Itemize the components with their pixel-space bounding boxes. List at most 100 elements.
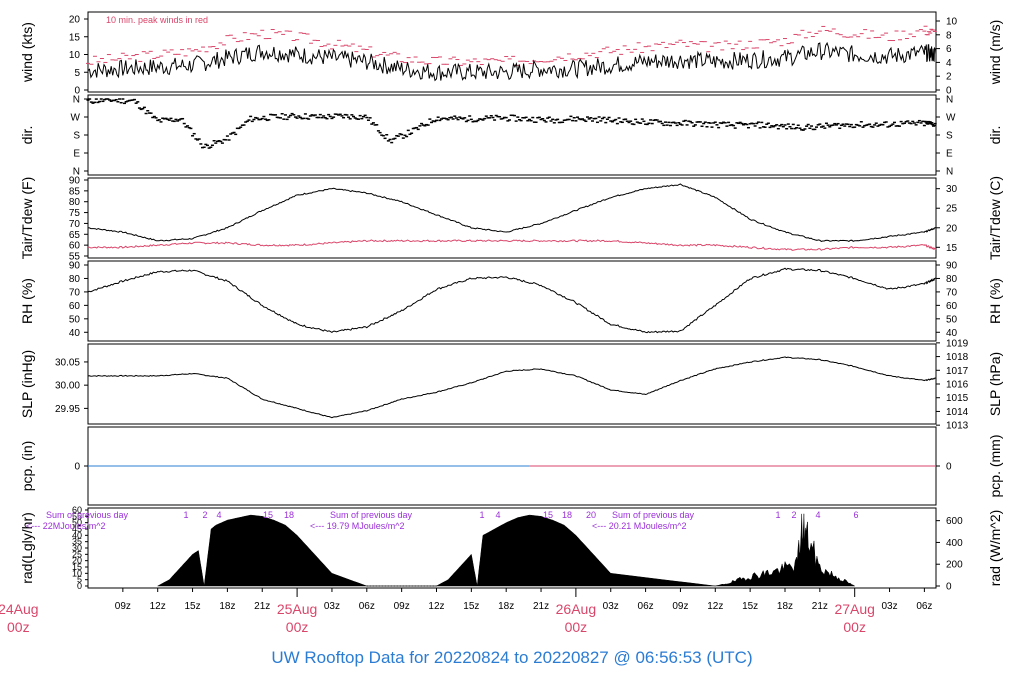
y-tick-label-left-2: 90 [69, 176, 81, 187]
y-axis-label-left-5: pcp. (in) [19, 441, 35, 492]
x-day-label: 24Aug [0, 601, 39, 617]
y-tick-label-right-6: 200 [946, 560, 963, 571]
y-tick-label-left-6: 55 [72, 511, 82, 521]
y-tick-label-left-0: 15 [69, 32, 81, 43]
y-tick-label-right-4: 1019 [946, 338, 969, 349]
y-axis-label-left-1: dir. [19, 126, 35, 145]
hour-marker-label: 2 [202, 510, 207, 520]
y-tick-label-left-3: 70 [69, 287, 81, 298]
panel-frame-1 [87, 94, 937, 176]
x-tick-label: 21z [812, 601, 828, 612]
y-tick-label-right-1: S [946, 131, 953, 142]
y-tick-label-left-6: 25 [72, 549, 82, 559]
y-tick-label-left-4: 30.00 [55, 381, 80, 392]
y-tick-label-right-1: N [946, 167, 953, 178]
y-tick-label-right-4: 1017 [946, 366, 969, 377]
y-tick-label-right-6: 600 [946, 516, 963, 527]
y-tick-label-right-2: 25 [946, 204, 958, 215]
y-tick-label-left-1: W [71, 113, 81, 124]
y-tick-label-right-0: 4 [946, 58, 952, 69]
wind-annotation: 10 min. peak winds in red [106, 15, 208, 25]
y-tick-label-left-6: 5 [77, 575, 82, 585]
y-axis-label-left-0: wind (kts) [19, 22, 35, 83]
x-day-hour-label: 00z [843, 619, 866, 635]
y-tick-label-left-6: 20 [72, 556, 82, 566]
y-axis-label-right-3: RH (%) [987, 278, 1003, 324]
y-tick-label-left-2: 85 [69, 186, 81, 197]
y-tick-label-right-4: 1015 [946, 393, 969, 404]
x-day-hour-label: 00z [286, 619, 309, 635]
y-tick-label-left-6: 50 [72, 518, 82, 528]
hour-marker-label: 4 [815, 510, 820, 520]
y-tick-label-left-2: 55 [69, 252, 81, 263]
y-axis-label-left-6: rad(Lgly/hr) [19, 512, 35, 584]
x-tick-label: 12z [150, 601, 166, 612]
y-axis-label-right-4: SLP (hPa) [987, 352, 1003, 416]
x-tick-label: 21z [254, 601, 270, 612]
hour-marker-label: 6 [853, 510, 858, 520]
y-tick-label-right-6: 400 [946, 538, 963, 549]
y-tick-label-right-1: W [946, 113, 956, 124]
y-tick-label-left-6: 45 [72, 524, 82, 534]
y-tick-label-left-3: 80 [69, 274, 81, 285]
y-tick-label-left-6: 0 [77, 581, 82, 591]
x-tick-label: 03z [324, 601, 340, 612]
y-tick-label-left-6: 60 [72, 505, 82, 515]
x-tick-label: 03z [881, 601, 897, 612]
y-tick-label-right-1: E [946, 149, 953, 160]
hour-marker-label: 2 [791, 510, 796, 520]
radiation-area [157, 513, 856, 587]
y-tick-label-left-6: 10 [72, 568, 82, 578]
y-axis-label-right-0: wind (m/s) [987, 20, 1003, 86]
y-tick-label-right-2: 15 [946, 243, 958, 254]
x-tick-label: 09z [115, 601, 131, 612]
panel-frame-4 [87, 343, 937, 425]
y-tick-label-left-3: 40 [69, 328, 81, 339]
y-tick-label-right-3: 70 [946, 287, 958, 298]
y-tick-label-left-0: 5 [74, 68, 80, 79]
hour-marker-label: 18 [562, 510, 572, 520]
x-day-hour-label: 00z [565, 619, 588, 635]
y-axis-label-right-2: Tair/Tdew (C) [987, 176, 1003, 260]
y-tick-label-left-1: S [73, 131, 80, 142]
x-tick-label: 15z [742, 601, 758, 612]
x-day-label: 27Aug [834, 601, 874, 617]
chart-title: UW Rooftop Data for 20220824 to 20220827… [271, 648, 753, 667]
y-tick-label-right-3: 40 [946, 328, 958, 339]
y-tick-label-right-3: 60 [946, 301, 958, 312]
y-tick-label-right-2: 20 [946, 223, 958, 234]
y-tick-label-left-1: N [73, 95, 80, 106]
x-tick-label: 15z [184, 601, 200, 612]
y-axis-label-left-2: Tair/Tdew (F) [19, 177, 35, 259]
y-tick-label-left-2: 60 [69, 241, 81, 252]
y-tick-label-right-4: 1014 [946, 407, 969, 418]
slp-series-line [87, 356, 937, 419]
panel-frame-2 [87, 177, 937, 259]
rh-series-line [87, 267, 937, 334]
y-tick-label-left-3: 50 [69, 314, 81, 325]
y-tick-label-right-3: 50 [946, 314, 958, 325]
panel-frame-3 [87, 260, 937, 342]
x-tick-label: 06z [916, 601, 932, 612]
hour-marker-label: 15 [263, 510, 273, 520]
y-tick-label-right-0: 10 [946, 16, 958, 27]
x-tick-label: 12z [707, 601, 723, 612]
radiation-annotation-line2: <--- 20.21 MJoules/m^2 [592, 521, 687, 531]
x-tick-label: 18z [219, 601, 235, 612]
hour-marker-label: 4 [216, 510, 221, 520]
hour-marker-label: 20 [586, 510, 596, 520]
y-tick-label-left-3: 60 [69, 301, 81, 312]
tair-series-line [87, 183, 937, 242]
x-day-label: 25Aug [277, 601, 317, 617]
x-tick-label: 15z [463, 601, 479, 612]
y-tick-label-left-6: 35 [72, 537, 82, 547]
y-tick-label-right-1: N [946, 95, 953, 106]
x-tick-label: 09z [672, 601, 688, 612]
radiation-annotation-line2: <--- 22MJoules/m^2 [26, 521, 106, 531]
y-tick-label-right-0: 2 [946, 72, 952, 83]
hour-marker-label: 15 [543, 510, 553, 520]
hour-marker-label: 1 [183, 510, 188, 520]
y-tick-label-left-5: 0 [74, 462, 80, 473]
x-tick-label: 18z [777, 601, 793, 612]
y-tick-label-right-5: 0 [946, 462, 952, 473]
